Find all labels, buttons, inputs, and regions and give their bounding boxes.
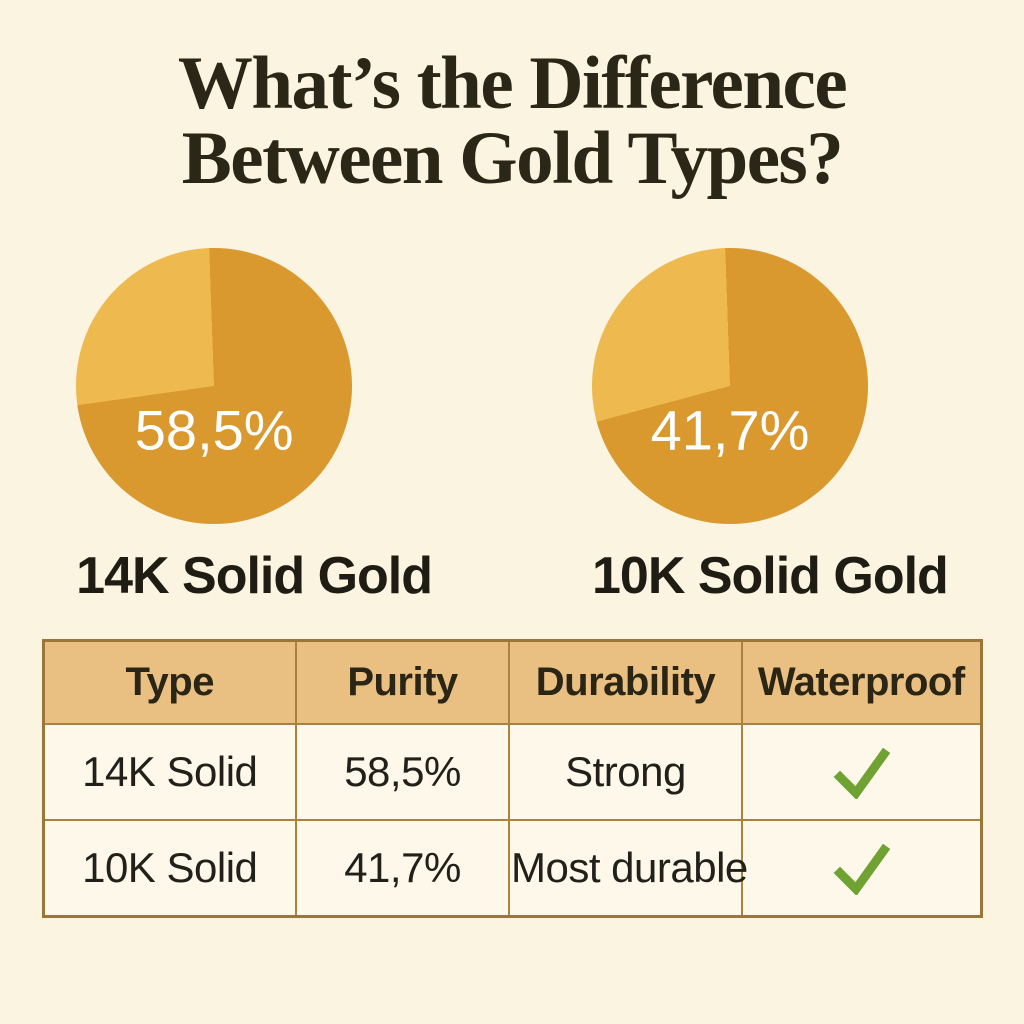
cell-purity-14k: 58,5% [295, 723, 510, 822]
pie-caption-10k: 10K Solid Gold [592, 547, 949, 605]
cell-type-14k: 14K Solid [42, 723, 297, 822]
table-header-row: Type Purity Durability Waterproof [42, 639, 982, 726]
pie-charts-row: 58,5% 14K Solid Gold 41,7% 10K Solid Gol… [0, 248, 1024, 605]
column-header-purity: Purity [295, 639, 510, 726]
pie-figure-10k: 41,7% 10K Solid Gold [592, 248, 949, 605]
cell-durability-14k: Strong [508, 723, 743, 822]
column-header-type: Type [42, 639, 297, 726]
cell-purity-10k: 41,7% [295, 819, 510, 918]
page-title-line-1: What’s the Difference [177, 42, 848, 125]
pie-figure-14k: 58,5% 14K Solid Gold [76, 248, 433, 605]
pie-value-label-10k: 41,7% [650, 398, 810, 462]
pie-value-label-14k: 58,5% [134, 398, 294, 462]
cell-type-10k: 10K Solid [42, 819, 297, 918]
cell-waterproof-10k [741, 819, 982, 918]
pie-caption-14k: 14K Solid Gold [76, 547, 433, 605]
table-header: Type Purity Durability Waterproof [42, 639, 982, 726]
column-header-waterproof: Waterproof [741, 639, 982, 726]
comparison-table: Type Purity Durability Waterproof 14K So… [41, 639, 983, 919]
page-title-line-2: Between Gold Types? [181, 117, 844, 200]
table-row-14k: 14K Solid 58,5% Strong [42, 723, 982, 822]
column-header-durability: Durability [508, 639, 743, 726]
pie-chart-14k: 58,5% [76, 248, 353, 524]
table-row-10k: 10K Solid 41,7% Most durable [42, 819, 982, 918]
cell-durability-10k: Most durable [508, 819, 748, 918]
cell-waterproof-14k [741, 723, 982, 822]
check-icon [833, 747, 891, 799]
page-title: What’s the Difference Between Gold Types… [0, 0, 1024, 196]
pie-chart-10k: 41,7% [592, 248, 868, 524]
check-icon [833, 843, 891, 895]
